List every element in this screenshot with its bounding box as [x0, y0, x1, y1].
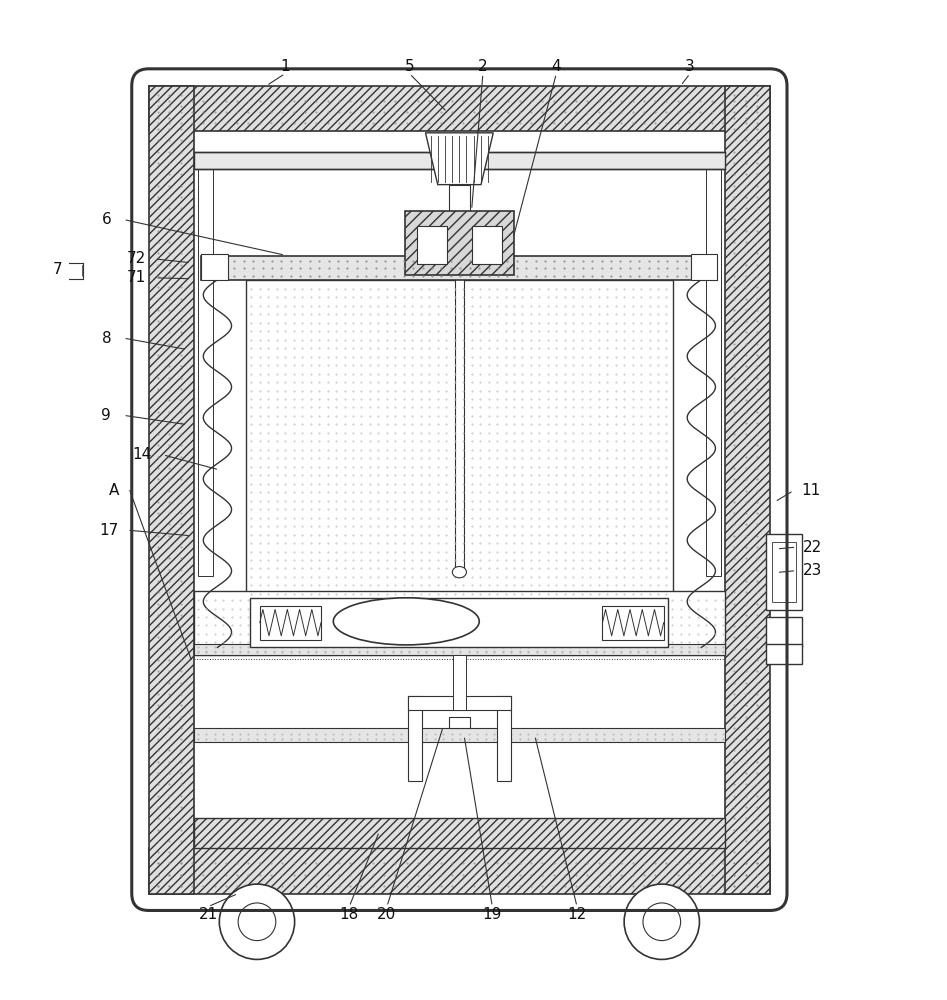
Bar: [497, 696, 511, 781]
Bar: [407, 696, 511, 710]
Text: 4: 4: [551, 59, 562, 74]
Bar: [194, 131, 724, 848]
Text: 71: 71: [127, 270, 146, 285]
Text: 23: 23: [803, 563, 822, 578]
Polygon shape: [425, 133, 493, 185]
Bar: [407, 696, 421, 781]
Text: 20: 20: [377, 907, 397, 922]
Bar: [149, 86, 770, 894]
Bar: [766, 534, 802, 610]
Bar: [194, 644, 724, 655]
Bar: [766, 644, 802, 664]
Bar: [706, 169, 721, 576]
Bar: [194, 728, 724, 742]
Text: 7: 7: [53, 262, 63, 277]
Text: 17: 17: [99, 523, 118, 538]
Circle shape: [643, 903, 681, 941]
Bar: [453, 655, 466, 710]
Bar: [473, 226, 502, 264]
Text: 5: 5: [404, 59, 414, 74]
Text: 3: 3: [686, 59, 695, 74]
Text: 22: 22: [803, 540, 822, 555]
Bar: [766, 617, 802, 647]
Text: 8: 8: [101, 331, 111, 346]
Bar: [194, 591, 724, 655]
Bar: [149, 86, 194, 894]
Text: 12: 12: [567, 907, 587, 922]
Bar: [194, 655, 724, 848]
Text: 9: 9: [101, 408, 111, 423]
Bar: [602, 606, 664, 640]
Text: 2: 2: [478, 59, 488, 74]
Text: A: A: [109, 483, 119, 498]
Bar: [724, 86, 770, 894]
Text: 21: 21: [198, 907, 218, 922]
Text: 72: 72: [127, 251, 146, 266]
Bar: [772, 542, 796, 602]
Ellipse shape: [333, 598, 479, 645]
Bar: [405, 211, 513, 275]
Bar: [194, 152, 724, 169]
Circle shape: [624, 884, 700, 959]
Text: 6: 6: [101, 212, 111, 227]
Bar: [194, 818, 724, 848]
Bar: [202, 254, 228, 280]
Ellipse shape: [453, 566, 467, 578]
Bar: [149, 848, 770, 894]
Text: 18: 18: [340, 907, 359, 922]
Bar: [245, 280, 673, 608]
Bar: [198, 169, 213, 576]
Circle shape: [220, 884, 295, 959]
Bar: [691, 254, 717, 280]
Bar: [149, 86, 770, 131]
Bar: [455, 275, 464, 572]
Bar: [449, 717, 470, 728]
Bar: [449, 185, 470, 211]
Bar: [259, 606, 321, 640]
Text: 19: 19: [483, 907, 502, 922]
Text: 14: 14: [133, 447, 152, 462]
Text: 11: 11: [801, 483, 820, 498]
Bar: [202, 256, 717, 280]
Text: 1: 1: [280, 59, 290, 74]
Bar: [417, 226, 447, 264]
Circle shape: [238, 903, 276, 941]
Bar: [250, 598, 669, 647]
